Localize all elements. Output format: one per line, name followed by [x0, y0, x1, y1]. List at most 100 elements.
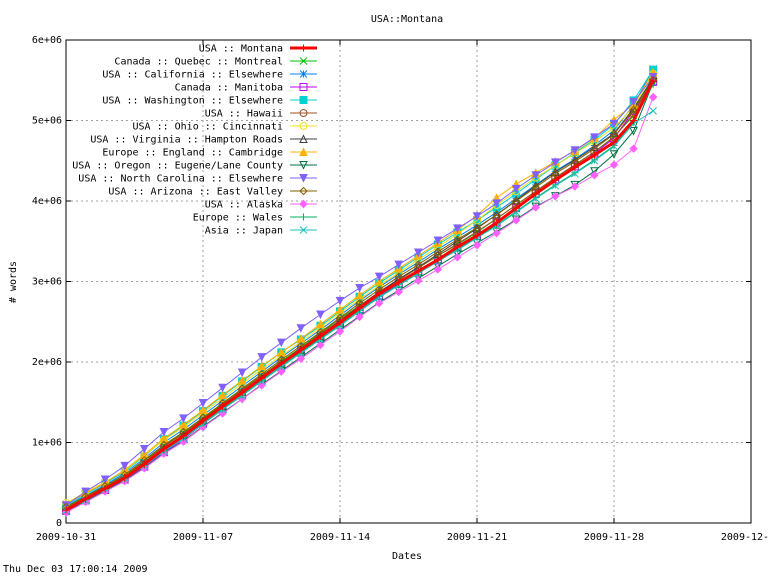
- y-tick-label: 1e+06: [32, 438, 62, 449]
- data-point: [299, 147, 308, 156]
- data-point: [140, 460, 148, 468]
- legend-entry: Europe :: England :: Cambridge: [102, 147, 317, 159]
- data-point: [649, 76, 657, 84]
- data-point: [277, 360, 285, 368]
- data-point: [531, 171, 541, 180]
- data-point: [453, 235, 462, 244]
- data-point: [492, 210, 501, 219]
- legend-entry: USA :: Alaska: [205, 200, 317, 211]
- legend-label: USA :: Montana: [199, 44, 283, 55]
- legend-entry: USA :: North Carolina :: Elsewhere: [78, 174, 317, 185]
- data-point: [590, 171, 599, 180]
- legend-label: USA :: Washington :: Elsewhere: [102, 96, 283, 107]
- data-point: [472, 223, 482, 232]
- data-point: [299, 226, 308, 234]
- data-point: [299, 174, 308, 183]
- data-point: [590, 151, 598, 159]
- data-point: [649, 106, 657, 115]
- data-point: [433, 247, 443, 256]
- legend-entry: USA :: Arizona :: East Valley: [108, 187, 317, 198]
- data-point: [571, 163, 579, 171]
- data-point: [609, 160, 619, 169]
- data-point: [590, 133, 599, 143]
- data-point: [277, 367, 286, 376]
- y-tick-label: 0: [56, 518, 62, 529]
- data-point: [570, 146, 580, 155]
- data-point: [276, 338, 286, 348]
- series-line: [65, 80, 654, 508]
- data-point: [299, 96, 308, 104]
- legend-label: Canada :: Manitoba: [175, 83, 283, 94]
- series-layer: [61, 65, 658, 517]
- data-point: [299, 70, 308, 78]
- data-point: [414, 267, 422, 275]
- legend-entry: Canada :: Quebec :: Montreal: [114, 57, 317, 68]
- data-point: [300, 213, 307, 221]
- y-axis-label: # words: [8, 261, 19, 303]
- legend-label: USA :: Oregon :: Eugene/Lane County: [72, 161, 283, 172]
- y-tick-label: 4e+06: [32, 196, 62, 207]
- x-tick-label: 2009-10-31: [36, 532, 96, 543]
- data-point: [299, 122, 308, 130]
- data-point: [609, 128, 619, 138]
- data-point: [316, 319, 325, 329]
- data-point: [453, 253, 462, 262]
- legend-label: Europe :: England :: Cambridge: [102, 148, 283, 159]
- data-point: [335, 327, 345, 336]
- legend-entry: USA :: Hawaii: [205, 109, 317, 120]
- data-point: [179, 432, 187, 440]
- x-tick-label: 2009-11-21: [447, 532, 507, 543]
- data-point: [433, 236, 443, 246]
- legend-label: USA :: Ohio :: Cincinnati: [132, 122, 283, 133]
- series-10: [61, 73, 658, 510]
- data-point: [374, 276, 384, 286]
- legend-entry: USA :: Montana: [199, 44, 317, 55]
- data-point: [297, 346, 305, 354]
- data-point: [394, 260, 404, 270]
- data-point: [590, 156, 599, 165]
- data-point: [355, 283, 364, 293]
- data-point: [355, 312, 364, 322]
- data-point: [394, 287, 403, 297]
- x-axis-label: Dates: [392, 551, 422, 562]
- data-point: [218, 383, 227, 393]
- data-point: [550, 158, 560, 167]
- data-point: [335, 296, 345, 306]
- axes-layer: 0 1e+06 2e+06 3e+06 4e+06 5e+06 6e+06 2009-10-3…: [32, 35, 768, 543]
- data-point: [237, 375, 247, 385]
- data-point: [571, 169, 579, 178]
- legend-entry: Canada :: Manitoba: [175, 83, 317, 94]
- y-tick-label: 2e+06: [32, 357, 62, 368]
- legend-label: USA :: Alaska: [205, 200, 283, 211]
- data-point: [62, 506, 70, 514]
- data-point: [434, 256, 442, 264]
- y-tick-label: 5e+06: [32, 116, 62, 127]
- data-point: [648, 92, 658, 102]
- legend-label: Asia :: Japan: [205, 226, 283, 237]
- data-point: [629, 144, 638, 153]
- legend-label: Canada :: Quebec :: Montreal: [114, 57, 283, 68]
- timestamp: Thu Dec 03 17:00:14 2009: [3, 564, 148, 575]
- legend-label: USA :: North Carolina :: Elsewhere: [78, 174, 283, 185]
- x-tick-label: 2009-12-05: [721, 532, 768, 543]
- data-point: [101, 484, 109, 492]
- series-0: [62, 76, 657, 514]
- data-point: [300, 44, 307, 52]
- data-point: [299, 199, 308, 209]
- data-point: [511, 216, 521, 225]
- data-point: [179, 414, 188, 423]
- data-point: [472, 241, 482, 250]
- data-point: [630, 117, 638, 124]
- legend-entry: Europe :: Wales: [193, 213, 317, 224]
- data-point: [453, 243, 461, 251]
- y-tick-label: 3e+06: [32, 277, 62, 288]
- data-point: [199, 417, 207, 425]
- data-point: [257, 353, 267, 362]
- data-point: [433, 265, 443, 274]
- data-point: [316, 340, 325, 350]
- data-point: [492, 199, 501, 209]
- x-tick-label: 2009-11-14: [310, 532, 370, 543]
- data-point: [237, 368, 247, 378]
- data-point: [299, 161, 308, 170]
- data-point: [355, 290, 364, 300]
